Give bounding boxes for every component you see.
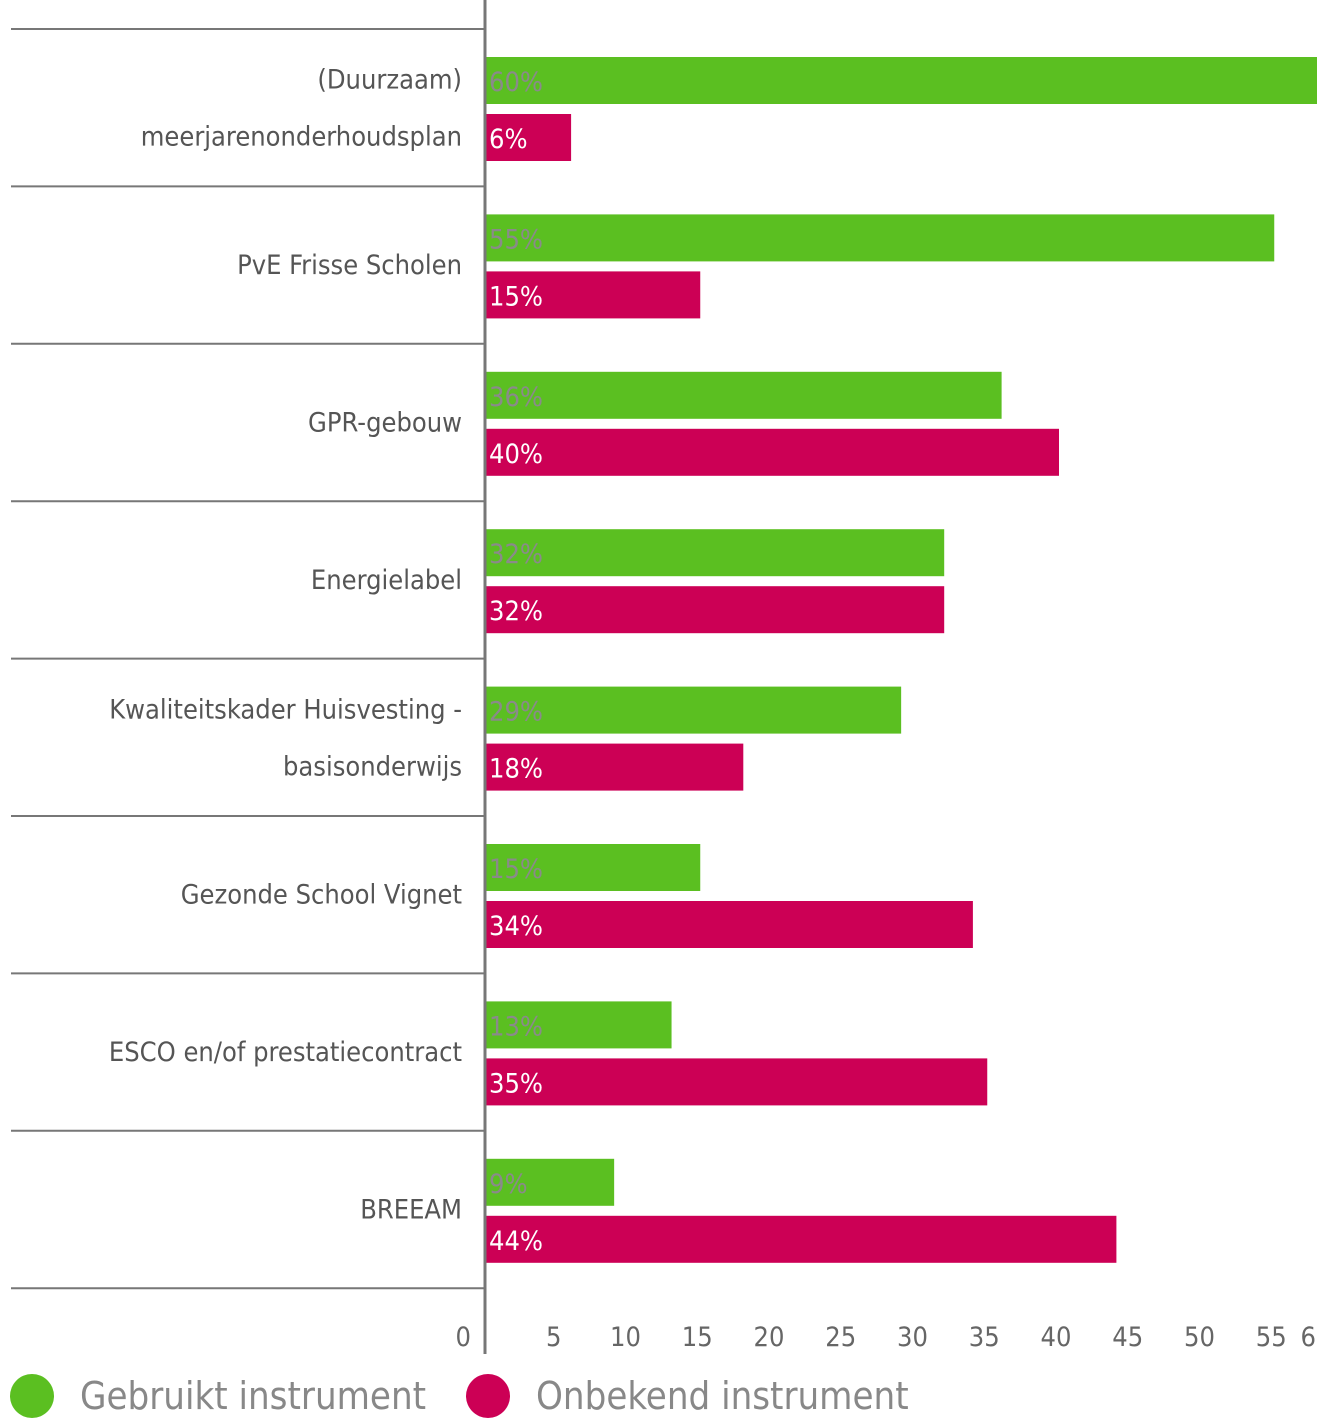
category-label: GPR-gebouw	[308, 408, 462, 439]
category-label: Gezonde School Vignet	[181, 880, 462, 911]
legend-swatch-gebruikt	[10, 1373, 54, 1418]
bar-onbekend	[485, 743, 744, 791]
x-tick-label: 55	[1256, 1322, 1287, 1353]
bar-gebruikt	[485, 371, 1002, 419]
data-label-onbekend: 34%	[489, 911, 543, 942]
data-label-gebruikt: 9%	[489, 1169, 528, 1200]
bar-gebruikt	[485, 844, 701, 891]
legend-label-onbekend: Onbekend instrument	[536, 1373, 909, 1418]
bar-onbekend	[485, 1058, 988, 1106]
data-label-gebruikt: 60%	[489, 67, 543, 98]
bar-onbekend	[485, 114, 572, 161]
bar-onbekend	[485, 428, 1059, 476]
legend-label-gebruikt: Gebruikt instrument	[80, 1373, 427, 1418]
x-tick-label: 6	[1301, 1322, 1316, 1353]
bar-onbekend	[485, 271, 701, 319]
legend: Gebruikt instrument Onbekend instrument	[0, 1368, 939, 1423]
bar-onbekend	[485, 586, 945, 634]
category-label: Kwaliteitskader Huisvesting -	[109, 694, 462, 725]
x-tick-label: 50	[1184, 1322, 1215, 1353]
category-label: Energielabel	[311, 565, 462, 596]
data-label-gebruikt: 13%	[489, 1011, 543, 1042]
bar-gebruikt	[485, 686, 902, 734]
x-tick-label: 30	[897, 1322, 928, 1353]
data-label-gebruikt: 32%	[489, 539, 543, 570]
x-tick-label: 0	[456, 1322, 471, 1353]
bar-onbekend	[485, 1215, 1117, 1263]
category-label: ESCO en/of prestatiecontract	[109, 1037, 462, 1068]
bar-gebruikt	[485, 1001, 672, 1049]
category-label: basisonderwijs	[283, 751, 462, 782]
bar-onbekend	[485, 901, 973, 948]
bar-gebruikt	[485, 57, 1317, 104]
x-tick-label: 5	[546, 1322, 561, 1353]
legend-item-gebruikt: Gebruikt instrument	[0, 1373, 427, 1418]
bar-gebruikt	[485, 1158, 615, 1206]
category-label: (Duurzaam)	[317, 65, 462, 96]
x-tick-label: 25	[825, 1322, 856, 1353]
data-label-onbekend: 32%	[489, 596, 543, 627]
data-label-gebruikt: 36%	[489, 382, 543, 413]
data-label-gebruikt: 29%	[489, 697, 543, 728]
data-label-onbekend: 15%	[489, 281, 543, 312]
x-tick-label: 45	[1112, 1322, 1143, 1353]
bar-chart: 60%6%(Duurzaam)meerjarenonderhoudsplan55…	[11, 0, 1317, 1354]
data-label-onbekend: 35%	[489, 1068, 543, 1099]
x-tick-label: 20	[754, 1322, 785, 1353]
x-tick-label: 10	[610, 1322, 641, 1353]
bar-gebruikt	[485, 529, 945, 577]
x-tick-label: 40	[1041, 1322, 1072, 1353]
category-label: meerjarenonderhoudsplan	[141, 122, 462, 153]
data-label-onbekend: 18%	[489, 754, 543, 785]
category-label: PvE Frisse Scholen	[237, 250, 462, 281]
x-tick-label: 15	[682, 1322, 713, 1353]
data-label-onbekend: 40%	[489, 439, 543, 470]
bar-gebruikt	[485, 214, 1275, 262]
legend-swatch-onbekend	[466, 1373, 511, 1418]
data-label-onbekend: 44%	[489, 1226, 543, 1257]
legend-item-onbekend: Onbekend instrument	[456, 1373, 909, 1418]
x-tick-label: 35	[969, 1322, 1000, 1353]
category-label: BREEAM	[360, 1195, 462, 1226]
data-label-onbekend: 6%	[489, 124, 528, 155]
data-label-gebruikt: 55%	[489, 224, 543, 255]
data-label-gebruikt: 15%	[489, 854, 543, 885]
